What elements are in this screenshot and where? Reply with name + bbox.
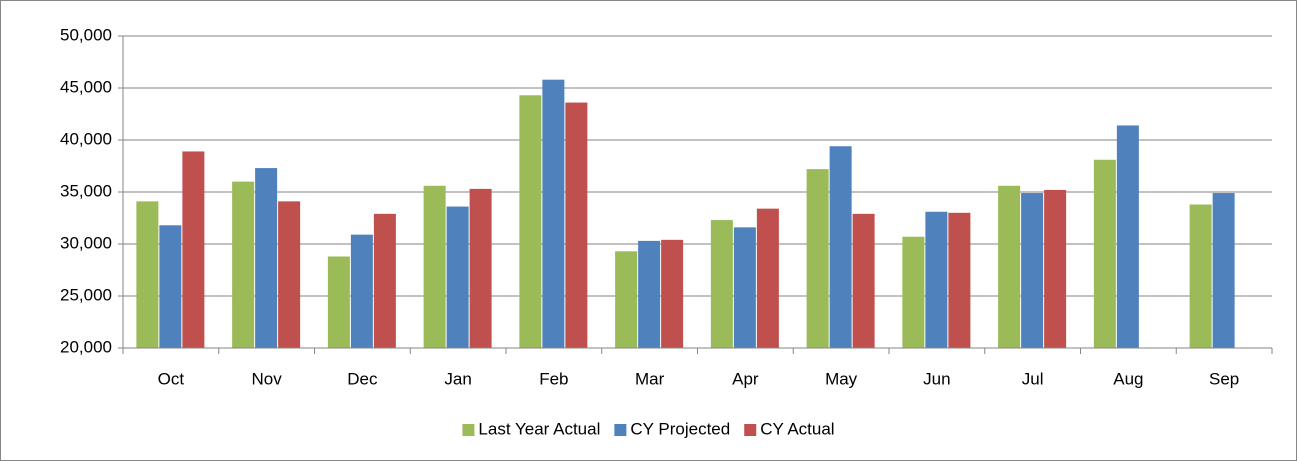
- bar: [1021, 193, 1044, 348]
- bar: [1212, 193, 1235, 348]
- bar: [469, 188, 492, 348]
- bar: [733, 227, 756, 348]
- y-tick-label: 25,000: [60, 285, 112, 304]
- bar: [542, 79, 565, 349]
- y-tick-label: 20,000: [60, 337, 112, 356]
- bar: [373, 213, 396, 348]
- x-tick-label: Jan: [444, 369, 471, 388]
- legend-label: CY Projected: [630, 419, 730, 438]
- bar: [829, 146, 852, 348]
- bar: [565, 102, 588, 348]
- bar: [182, 151, 205, 348]
- x-tick-label: Jul: [1022, 369, 1044, 388]
- x-tick-label: Feb: [539, 369, 568, 388]
- bar: [948, 212, 971, 348]
- bar: [925, 211, 948, 348]
- y-tick-label: 40,000: [60, 129, 112, 148]
- bar: [232, 181, 255, 348]
- bar: [255, 168, 278, 348]
- bar: [998, 185, 1021, 348]
- y-tick-label: 50,000: [60, 25, 112, 44]
- x-tick-label: May: [825, 369, 858, 388]
- bar: [446, 206, 469, 348]
- y-tick-label: 30,000: [60, 233, 112, 252]
- bar: [710, 220, 733, 348]
- legend-swatch: [614, 424, 627, 436]
- bar: [638, 240, 661, 348]
- bar: [1116, 125, 1139, 348]
- x-tick-label: Nov: [252, 369, 283, 388]
- x-tick-label: Apr: [732, 369, 759, 388]
- bar: [423, 185, 446, 348]
- x-tick-label: Dec: [347, 369, 378, 388]
- bar: [1044, 189, 1067, 348]
- bar: [350, 234, 373, 348]
- bar: [806, 169, 829, 348]
- x-tick-label: Sep: [1209, 369, 1239, 388]
- bar: [902, 236, 925, 348]
- x-tick-label: Aug: [1113, 369, 1143, 388]
- bar: [519, 95, 542, 348]
- legend-label: CY Actual: [760, 419, 834, 438]
- bar: [159, 225, 182, 348]
- bar: [136, 201, 159, 348]
- legend-swatch: [462, 424, 475, 436]
- x-tick-label: Mar: [635, 369, 665, 388]
- bar: [756, 208, 779, 348]
- legend-label: Last Year Actual: [478, 419, 600, 438]
- bar: [278, 201, 301, 348]
- y-tick-label: 45,000: [60, 77, 112, 96]
- bar: [327, 256, 350, 348]
- bar: [852, 213, 875, 348]
- y-tick-label: 35,000: [60, 181, 112, 200]
- bar: [615, 251, 638, 348]
- x-tick-label: Oct: [158, 369, 185, 388]
- bar: [661, 239, 684, 348]
- x-tick-label: Jun: [923, 369, 950, 388]
- legend-swatch: [744, 424, 757, 436]
- bar: [1189, 204, 1212, 348]
- bar: [1093, 159, 1116, 348]
